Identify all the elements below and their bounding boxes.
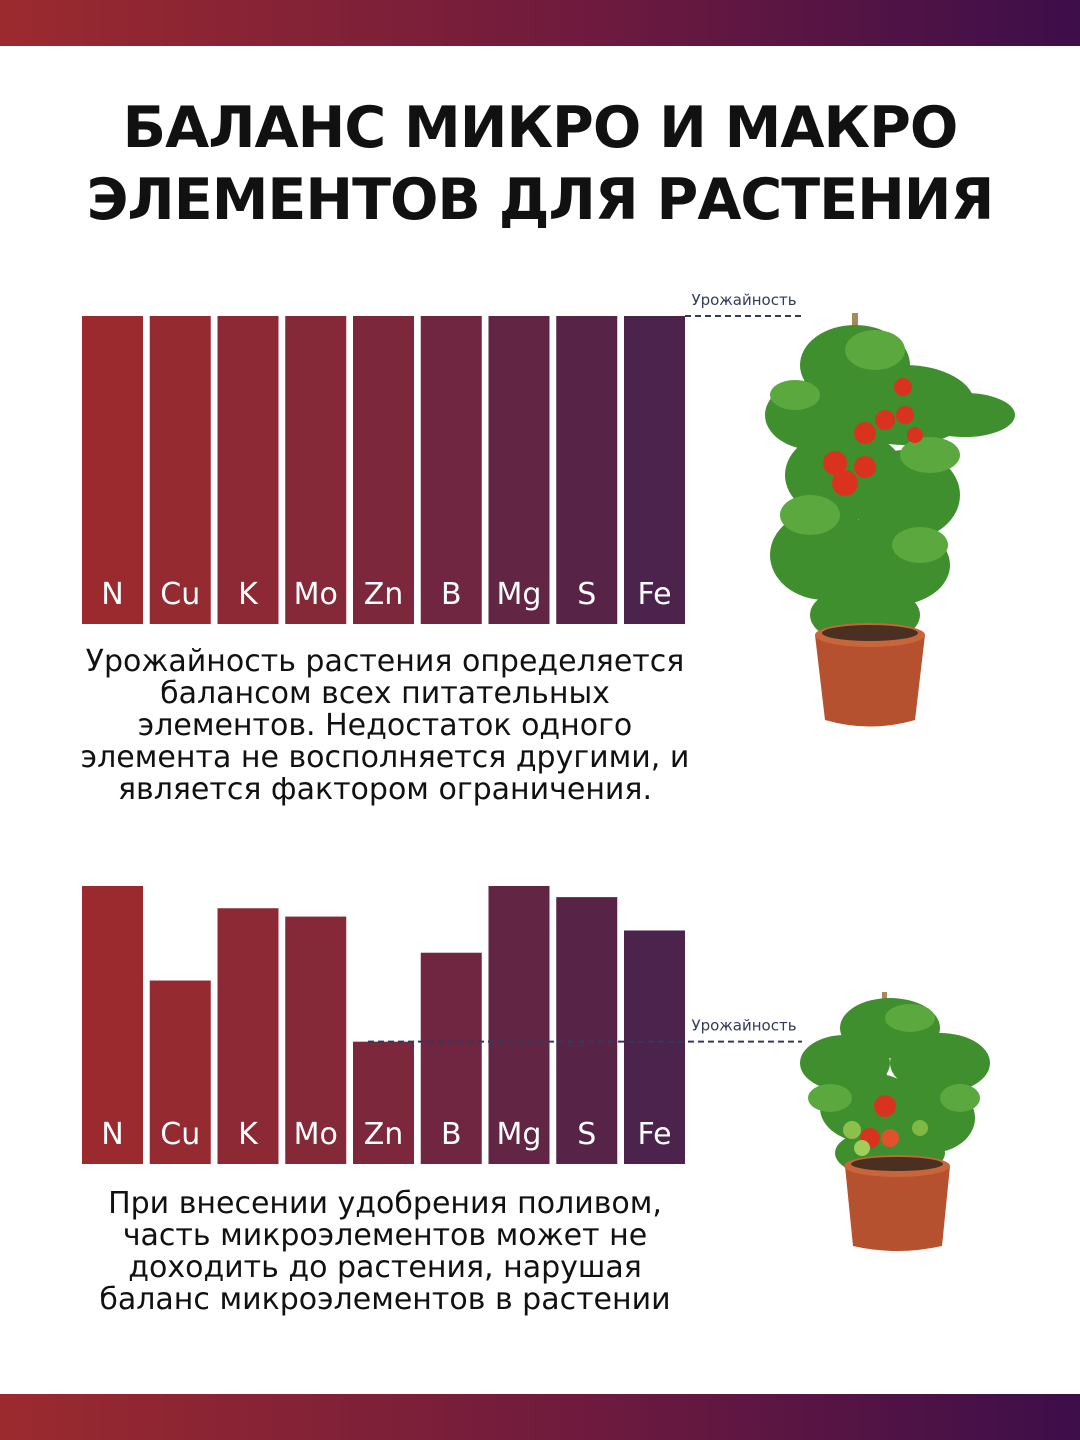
bar-mg — [488, 886, 550, 1164]
tomato-plant-large-image — [765, 313, 1015, 727]
bar-label-mg: Mg — [497, 577, 542, 612]
bar-label-cu: Cu — [160, 1117, 200, 1152]
bar-label-b: B — [441, 1117, 462, 1152]
unbalanced-nutrients-chart: N Cu K Mo Zn B Mg S Fe Урожайность — [82, 886, 802, 1164]
bar-cu — [149, 980, 211, 1164]
bar-label-fe: Fe — [637, 577, 671, 612]
bar-k — [217, 316, 279, 624]
bar-label-n: N — [101, 577, 123, 612]
yield-label: Урожайность — [691, 291, 796, 309]
bar-zn — [353, 1041, 414, 1164]
bar-label-b: B — [441, 577, 462, 612]
bar-label-mo: Mo — [294, 577, 338, 612]
top-gradient-band — [0, 0, 1080, 46]
bar-s — [556, 897, 618, 1164]
bar-n — [82, 316, 143, 624]
chart2-caption: При внесении удобрения поливом, часть ми… — [99, 1186, 671, 1317]
bar-label-s: S — [577, 1117, 596, 1152]
bar-label-k: K — [238, 577, 259, 612]
bar-label-n: N — [101, 1117, 123, 1152]
tomato-plant-small-image — [800, 992, 990, 1251]
bar-mo — [285, 316, 347, 624]
title-line-1: БАЛАНС МИКРО И МАКРО — [122, 95, 959, 161]
chart1-caption: Урожайность растения определяется баланс… — [80, 644, 690, 807]
yield-label: Урожайность — [691, 1017, 796, 1035]
bar-zn — [353, 316, 414, 624]
bar-cu — [149, 316, 211, 624]
bar-label-mo: Mo — [294, 1117, 338, 1152]
bottom-gradient-band — [0, 1394, 1080, 1440]
bar-label-mg: Mg — [497, 1117, 542, 1152]
bar-label-s: S — [577, 577, 596, 612]
bar-fe — [624, 316, 685, 624]
bar-k — [217, 908, 279, 1164]
bar-label-zn: Zn — [364, 1117, 404, 1152]
bar-mo — [285, 916, 347, 1164]
page-title: БАЛАНС МИКРО И МАКРО ЭЛЕМЕНТОВ ДЛЯ РАСТЕ… — [80, 92, 1000, 236]
bar-b — [420, 316, 482, 624]
bar-label-zn: Zn — [364, 577, 404, 612]
title-line-2: ЭЛЕМЕНТОВ ДЛЯ РАСТЕНИЯ — [86, 167, 995, 233]
bar-s — [556, 316, 618, 624]
bar-fe — [624, 930, 685, 1164]
bar-label-fe: Fe — [637, 1117, 671, 1152]
bar-label-k: K — [238, 1117, 259, 1152]
balanced-nutrients-chart: N Cu K Mo Zn B Mg S Fe Урожайность — [82, 291, 802, 624]
bar-b — [420, 952, 482, 1164]
bar-n — [82, 886, 143, 1164]
bar-label-cu: Cu — [160, 577, 200, 612]
bar-mg — [488, 316, 550, 624]
